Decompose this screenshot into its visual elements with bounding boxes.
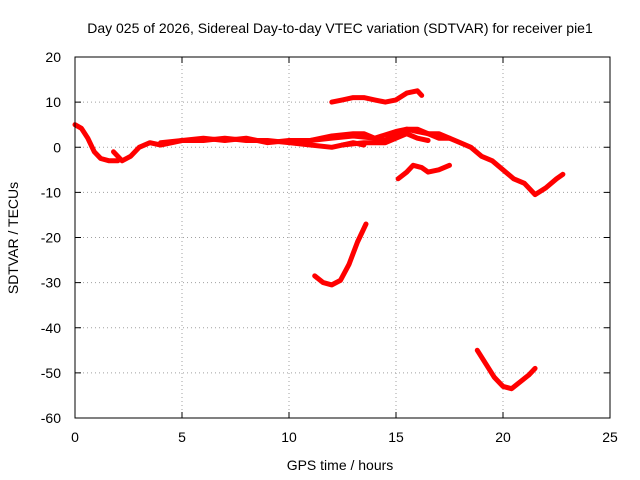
- x-axis-label: GPS time / hours: [287, 457, 394, 473]
- chart-title: Day 025 of 2026, Sidereal Day-to-day VTE…: [87, 20, 593, 36]
- x-tick-label: 25: [602, 429, 618, 445]
- axis-ticks: 0 5 10 15 20 25 20 10 0 -10 -20 -30 -40 -50 -60: [41, 49, 618, 445]
- y-tick-label: -10: [41, 184, 61, 200]
- y-tick-label: -40: [41, 320, 61, 336]
- y-tick-label: -30: [41, 275, 61, 291]
- series-arc-7: [395, 162, 452, 182]
- series-arc-2: [111, 135, 367, 164]
- series-arc-6: [329, 88, 425, 105]
- x-tick-label: 0: [71, 429, 79, 445]
- x-tick-label: 15: [388, 429, 404, 445]
- grid-lines: [75, 57, 610, 418]
- y-tick-label: 20: [45, 49, 61, 65]
- series-arc-8: [312, 221, 369, 288]
- x-tick-label: 5: [178, 429, 186, 445]
- series-arc-5: [340, 131, 431, 148]
- y-tick-label: -20: [41, 230, 61, 246]
- plot-frame: [74, 56, 611, 419]
- data-series: [72, 88, 566, 392]
- x-tick-label: 10: [281, 429, 297, 445]
- y-axis-label: SDTVAR / TECUs: [5, 182, 21, 294]
- y-tick-label: 10: [45, 94, 61, 110]
- series-arc-1: [72, 122, 121, 164]
- y-tick-label: 0: [53, 139, 61, 155]
- series-arc-4: [307, 126, 452, 143]
- x-tick-label: 20: [495, 429, 511, 445]
- series-arc-9: [474, 347, 538, 392]
- y-tick-label: -60: [41, 410, 61, 426]
- y-tick-label: -50: [41, 365, 61, 381]
